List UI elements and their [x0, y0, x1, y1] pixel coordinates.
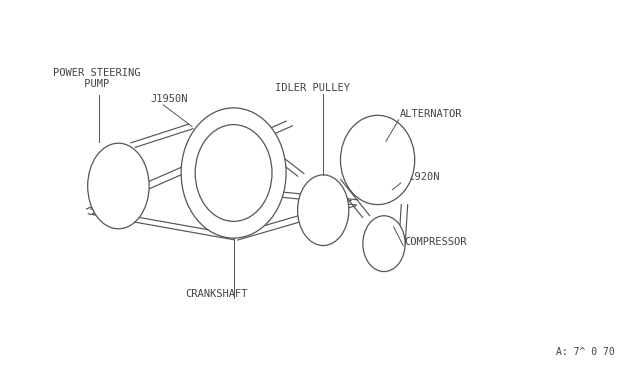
Text: J1950N: J1950N [150, 94, 188, 104]
Ellipse shape [298, 175, 349, 246]
Ellipse shape [88, 143, 149, 229]
Text: J1920N: J1920N [402, 172, 440, 182]
Text: CRANKSHAFT: CRANKSHAFT [186, 289, 248, 299]
Text: A: 7^ 0 70: A: 7^ 0 70 [556, 347, 614, 357]
Ellipse shape [340, 115, 415, 205]
Text: IDLER PULLEY: IDLER PULLEY [275, 83, 350, 93]
Ellipse shape [195, 125, 272, 221]
Ellipse shape [181, 108, 286, 238]
Text: ALTERNATOR: ALTERNATOR [400, 109, 463, 119]
Ellipse shape [363, 216, 405, 272]
Text: POWER STEERING
     PUMP: POWER STEERING PUMP [53, 68, 141, 89]
Text: COMPRESSOR: COMPRESSOR [404, 237, 467, 247]
